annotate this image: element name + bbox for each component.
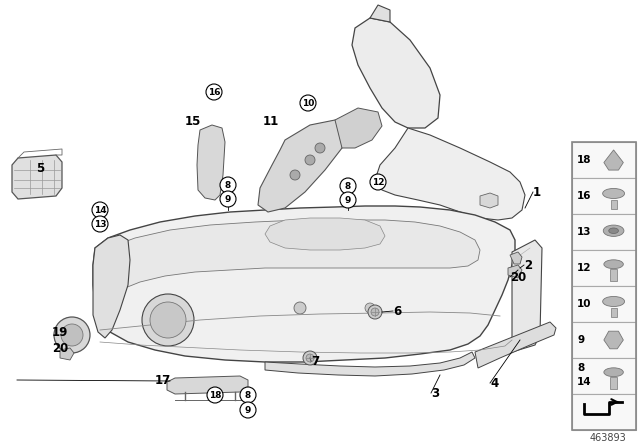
Bar <box>572 214 636 250</box>
Polygon shape <box>512 240 542 352</box>
Text: 12: 12 <box>372 177 384 186</box>
Text: 20: 20 <box>510 271 526 284</box>
Circle shape <box>306 354 314 362</box>
Ellipse shape <box>604 260 623 269</box>
Text: 18: 18 <box>209 391 221 400</box>
Circle shape <box>142 294 194 346</box>
Text: 9: 9 <box>225 194 231 203</box>
Text: 6: 6 <box>393 305 401 318</box>
Circle shape <box>340 178 356 194</box>
Circle shape <box>294 302 306 314</box>
Circle shape <box>371 308 379 316</box>
Polygon shape <box>100 220 480 305</box>
Text: 14: 14 <box>93 206 106 215</box>
Text: 463893: 463893 <box>589 433 627 443</box>
Text: 14: 14 <box>577 378 591 388</box>
Text: 9: 9 <box>245 405 251 414</box>
Circle shape <box>54 317 90 353</box>
Text: 16: 16 <box>208 87 220 96</box>
Text: 12: 12 <box>577 263 591 273</box>
Bar <box>572 178 636 214</box>
Circle shape <box>305 155 315 165</box>
Text: 18: 18 <box>577 155 591 165</box>
Circle shape <box>207 387 223 403</box>
Polygon shape <box>167 376 248 394</box>
Polygon shape <box>480 193 498 208</box>
Bar <box>572 142 636 178</box>
Text: 11: 11 <box>263 115 279 128</box>
Bar <box>610 377 617 388</box>
Text: 2: 2 <box>524 258 532 271</box>
Text: 8: 8 <box>245 391 251 400</box>
Text: 7: 7 <box>311 354 319 367</box>
Bar <box>572 142 636 430</box>
Polygon shape <box>370 5 390 22</box>
Text: 3: 3 <box>431 387 439 400</box>
Circle shape <box>365 303 375 313</box>
Polygon shape <box>508 265 522 278</box>
Text: 8: 8 <box>345 181 351 190</box>
Circle shape <box>150 302 186 338</box>
Polygon shape <box>265 218 385 250</box>
Polygon shape <box>12 155 62 199</box>
Text: 10: 10 <box>302 99 314 108</box>
Ellipse shape <box>604 368 623 377</box>
Text: 16: 16 <box>577 191 591 201</box>
Text: 17: 17 <box>155 374 172 387</box>
Circle shape <box>303 351 317 365</box>
Circle shape <box>240 402 256 418</box>
Polygon shape <box>265 352 475 376</box>
Bar <box>611 200 616 209</box>
Text: 9: 9 <box>577 335 584 345</box>
Polygon shape <box>604 150 623 170</box>
Polygon shape <box>258 120 348 212</box>
Circle shape <box>315 143 325 153</box>
Circle shape <box>300 95 316 111</box>
Polygon shape <box>60 348 74 360</box>
Text: 9: 9 <box>345 195 351 204</box>
Bar <box>572 358 636 394</box>
Text: 4: 4 <box>490 376 499 389</box>
Circle shape <box>368 305 382 319</box>
Text: 13: 13 <box>577 227 591 237</box>
Polygon shape <box>375 128 525 220</box>
Text: 13: 13 <box>93 220 106 228</box>
Polygon shape <box>510 252 522 264</box>
Bar <box>611 308 616 317</box>
Ellipse shape <box>603 189 625 198</box>
Polygon shape <box>604 331 623 349</box>
Circle shape <box>220 177 236 193</box>
Bar <box>572 250 636 286</box>
Circle shape <box>340 192 356 208</box>
Text: 1: 1 <box>533 185 541 198</box>
Bar <box>572 286 636 322</box>
Circle shape <box>92 216 108 232</box>
Text: 5: 5 <box>36 161 44 175</box>
Text: 20: 20 <box>52 341 68 354</box>
Circle shape <box>290 170 300 180</box>
Circle shape <box>370 174 386 190</box>
Bar <box>610 269 617 280</box>
Polygon shape <box>475 322 556 368</box>
Circle shape <box>61 324 83 346</box>
Circle shape <box>92 202 108 218</box>
Text: 8: 8 <box>225 181 231 190</box>
Text: 10: 10 <box>577 299 591 309</box>
Ellipse shape <box>604 225 624 237</box>
Text: 15: 15 <box>185 115 202 128</box>
Ellipse shape <box>603 297 625 306</box>
Circle shape <box>240 387 256 403</box>
Bar <box>572 322 636 358</box>
Text: 19: 19 <box>52 326 68 339</box>
Circle shape <box>206 84 222 100</box>
Polygon shape <box>93 235 130 338</box>
Polygon shape <box>335 108 382 148</box>
Polygon shape <box>352 18 440 128</box>
Polygon shape <box>197 125 225 200</box>
Text: 8: 8 <box>577 363 584 373</box>
Ellipse shape <box>609 228 618 233</box>
Polygon shape <box>93 206 515 362</box>
Circle shape <box>220 191 236 207</box>
Bar <box>572 394 636 430</box>
